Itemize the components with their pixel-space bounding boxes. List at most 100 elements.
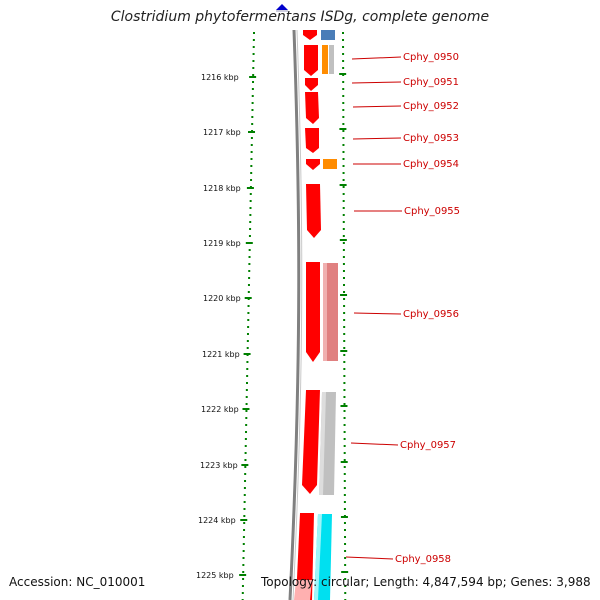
axis-major-tick <box>242 408 250 410</box>
gene-0951-body[interactable] <box>305 78 318 91</box>
gray-feature-0950[interactable] <box>329 45 334 74</box>
axis-dot <box>243 529 246 531</box>
axis-dot <box>343 326 346 328</box>
gene-label-0952[interactable]: Cphy_0952 <box>403 101 459 112</box>
gene-0955-body[interactable] <box>306 184 321 238</box>
axis-dot <box>343 298 346 300</box>
axis-dot <box>342 46 345 48</box>
kbp-label: 1219 kbp <box>203 239 241 248</box>
axis-dot <box>343 410 346 412</box>
axis-dot <box>244 466 247 468</box>
axis-dot <box>244 438 247 440</box>
gene-0950-body[interactable] <box>304 45 318 76</box>
axis-dot <box>252 67 255 69</box>
axis-dot <box>252 60 255 62</box>
axis-major-tick <box>245 242 253 244</box>
axis-dot <box>253 32 255 34</box>
gene-label-0956[interactable]: Cphy_0956 <box>403 309 459 320</box>
axis-dot <box>244 452 247 454</box>
gene-0950-arrow[interactable] <box>303 30 317 40</box>
right-tick-axis <box>339 32 349 600</box>
gene-label-0950[interactable]: Cphy_0950 <box>403 52 459 63</box>
axis-dot <box>242 536 245 538</box>
axis-dot <box>342 214 345 216</box>
leader-0951 <box>351 81 402 84</box>
label-leader-lines <box>345 56 402 560</box>
axis-major-tick <box>340 516 348 518</box>
gene-label-0955[interactable]: Cphy_0955 <box>404 206 460 217</box>
axis-dot <box>247 326 250 328</box>
axis-major-tick <box>341 571 349 573</box>
axis-dot <box>344 592 347 594</box>
gene-0958-body[interactable] <box>296 513 314 600</box>
axis-dot <box>243 487 246 489</box>
gene-0952-body[interactable] <box>305 92 319 124</box>
axis-dot <box>342 207 345 209</box>
left-tick-axis <box>239 32 257 600</box>
axis-dot <box>249 228 252 230</box>
blue-feature[interactable] <box>321 30 335 40</box>
axis-dot <box>343 333 346 335</box>
axis-major-tick <box>340 405 348 407</box>
axis-major-tick <box>340 350 348 352</box>
axis-dot <box>342 32 344 34</box>
axis-major-tick <box>240 519 248 521</box>
axis-dot <box>251 88 254 90</box>
axis-major-tick <box>243 353 251 355</box>
gene-label-0951[interactable]: Cphy_0951 <box>403 77 459 88</box>
axis-dot <box>251 102 254 104</box>
kbp-label: 1216 kbp <box>201 73 239 82</box>
axis-dot <box>244 459 247 461</box>
gene-0957-body[interactable] <box>302 390 320 494</box>
axis-major-tick <box>340 461 348 463</box>
axis-dot <box>342 228 345 230</box>
axis-dot <box>343 438 346 440</box>
axis-dot <box>252 39 255 41</box>
axis-dot <box>242 543 245 545</box>
kbp-label: 1225 kbp <box>196 571 234 580</box>
axis-dot <box>245 403 248 405</box>
gene-label-0957[interactable]: Cphy_0957 <box>400 440 456 451</box>
axis-dot <box>251 109 254 111</box>
axis-dot <box>342 53 345 55</box>
gene-label-0954[interactable]: Cphy_0954 <box>403 159 459 170</box>
axis-dot <box>343 319 346 321</box>
axis-major-tick <box>241 464 249 466</box>
kbp-label: 1222 kbp <box>201 405 239 414</box>
gene-0954-body[interactable] <box>306 159 320 170</box>
axis-dot <box>343 396 346 398</box>
axis-dot <box>343 368 346 370</box>
axis-dot <box>247 305 250 307</box>
axis-dot <box>343 529 346 531</box>
axis-dot <box>248 277 251 279</box>
axis-dot <box>343 501 346 503</box>
axis-dot <box>252 46 255 48</box>
orange-feature-0954[interactable] <box>323 159 337 169</box>
kbp-label: 1221 kbp <box>202 350 240 359</box>
axis-dot <box>246 340 249 342</box>
gene-label-0958[interactable]: Cphy_0958 <box>395 554 451 565</box>
leader-0958 <box>345 556 394 560</box>
axis-dot <box>244 480 247 482</box>
axis-dot <box>342 116 345 118</box>
axis-dot <box>342 165 345 167</box>
orange-feature-0950[interactable] <box>322 45 328 74</box>
axis-major-tick <box>244 297 252 299</box>
gene-0956-body[interactable] <box>306 262 320 362</box>
axis-dot <box>251 123 254 125</box>
axis-dot <box>342 151 345 153</box>
axis-dot <box>247 284 250 286</box>
gene-0953-body[interactable] <box>305 128 319 153</box>
axis-dot <box>248 249 251 251</box>
axis-dot <box>250 137 253 139</box>
gene-label-0953[interactable]: Cphy_0953 <box>403 133 459 144</box>
axis-dot <box>246 368 249 370</box>
feature-track-right <box>314 30 338 600</box>
axis-dot <box>242 557 245 559</box>
axis-dot <box>342 67 345 69</box>
position-marker-icon[interactable] <box>276 4 288 10</box>
map-title: Clostridium phytofermentans ISDg, comple… <box>110 9 490 25</box>
axis-dot <box>242 550 245 552</box>
axis-dot <box>342 130 345 132</box>
axis-dot <box>242 571 245 573</box>
